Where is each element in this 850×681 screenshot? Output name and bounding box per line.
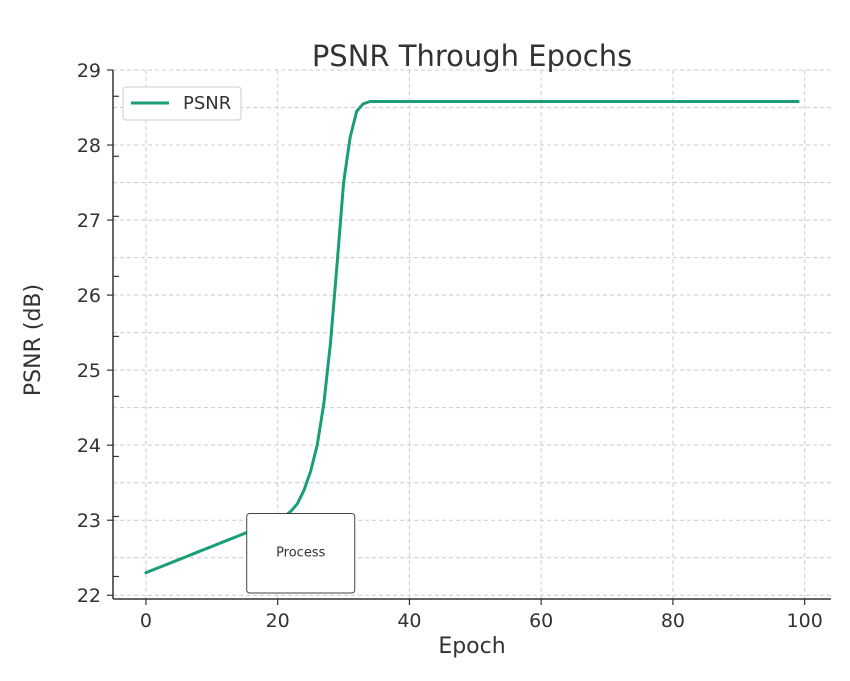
x-tick-label: 60 xyxy=(529,610,553,632)
y-tick-label: 28 xyxy=(77,135,101,157)
annotation-layer: Process xyxy=(246,512,356,594)
legend: PSNR xyxy=(122,86,242,121)
series-line-psnr xyxy=(144,100,800,575)
x-tick-label: 0 xyxy=(140,610,152,632)
x-tick-label: 20 xyxy=(266,610,290,632)
x-axis-label: Epoch xyxy=(438,634,505,659)
process-annotation-box xyxy=(246,512,356,594)
y-tick-label: 24 xyxy=(77,435,101,457)
axes-layer: 0 20 40 60 80 100 22 23 24 25 26 27 28 29 xyxy=(77,60,831,632)
x-tick-label: 80 xyxy=(661,610,685,632)
x-tick-label: 100 xyxy=(787,610,823,632)
y-tick-label: 26 xyxy=(77,285,101,307)
legend-label-psnr: PSNR xyxy=(183,93,231,114)
y-tick-label: 27 xyxy=(77,210,101,232)
process-annotation-label: Process xyxy=(276,546,326,561)
y-tick-label: 23 xyxy=(77,510,101,532)
x-tick-label: 40 xyxy=(397,610,421,632)
y-tick-label: 22 xyxy=(77,585,101,607)
grid-layer xyxy=(113,69,831,599)
legend-box xyxy=(122,86,242,121)
series-layer xyxy=(144,100,800,575)
y-tick-label: 29 xyxy=(77,60,101,82)
y-axis-label: PSNR (dB) xyxy=(21,284,46,396)
chart-title: PSNR Through Epochs xyxy=(312,39,632,73)
y-tick-label: 25 xyxy=(77,360,101,382)
